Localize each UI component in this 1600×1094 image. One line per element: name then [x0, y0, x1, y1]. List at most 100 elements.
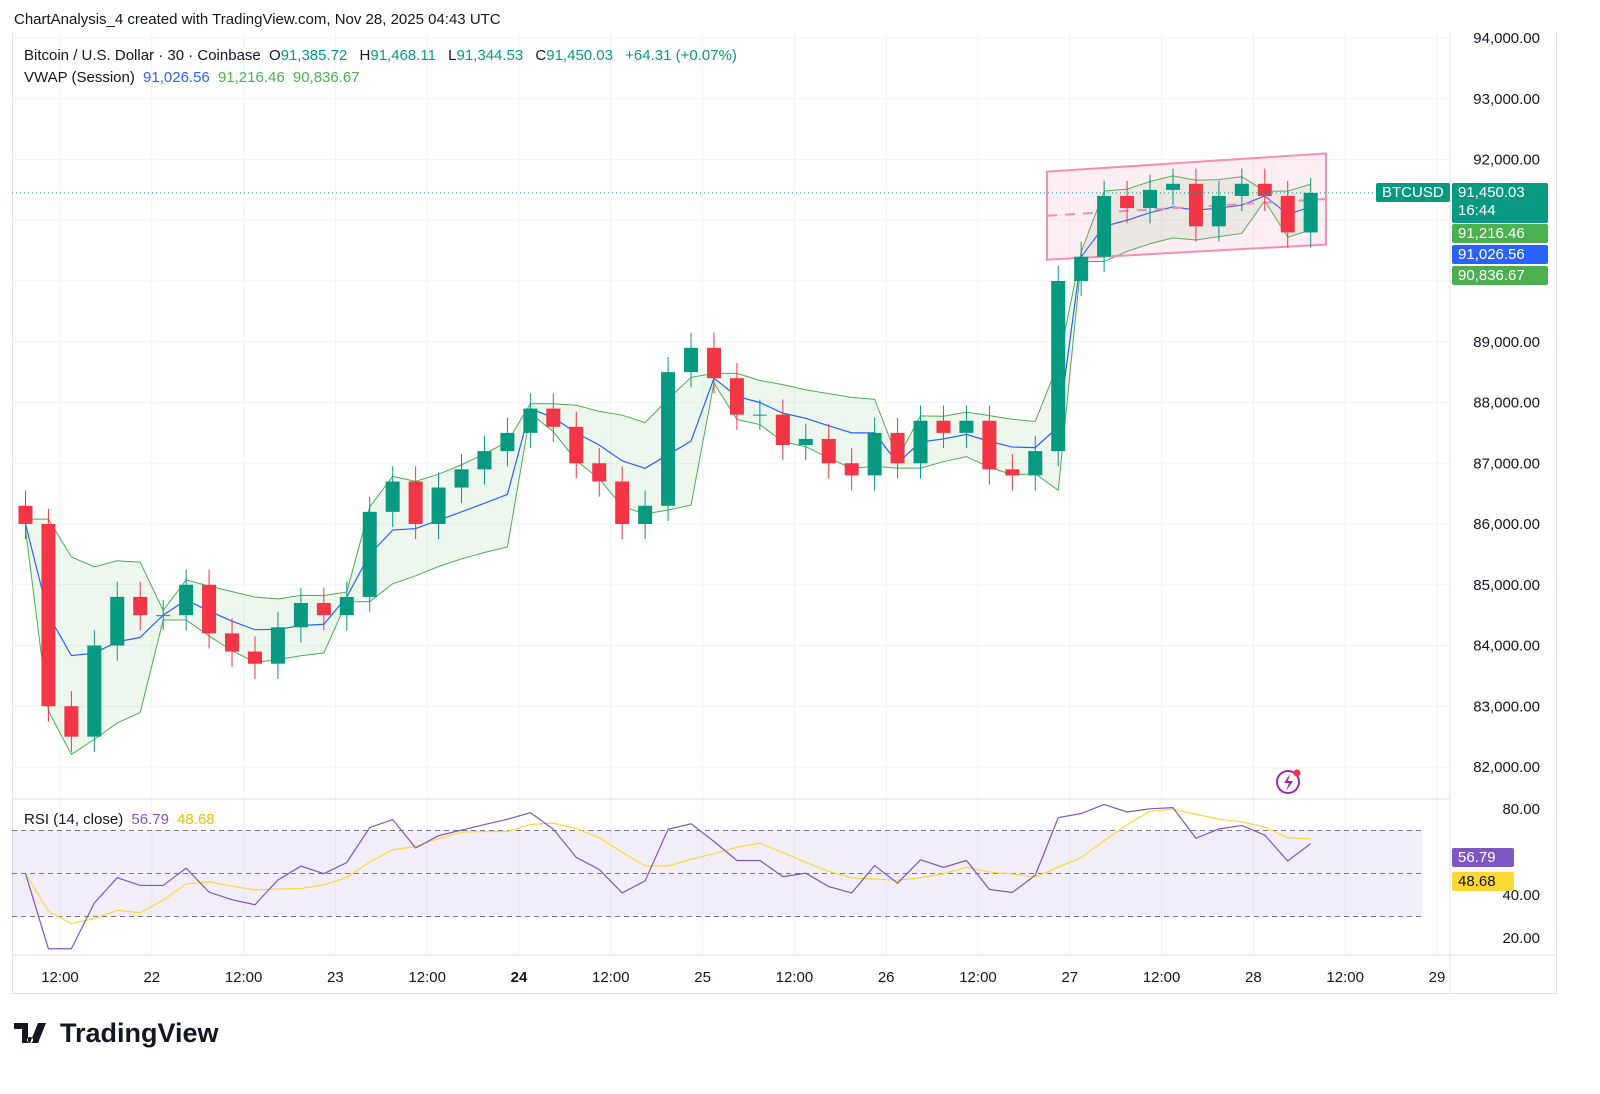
candle-body: [385, 481, 400, 512]
candle-body: [500, 432, 515, 452]
tradingview-logo-icon: [14, 1022, 46, 1043]
candle-body: [64, 706, 79, 737]
candle-body: [1211, 195, 1226, 227]
rsi-tick-label: 80.00: [1502, 801, 1540, 818]
h-label: H: [359, 47, 371, 64]
low-value: 91,344.53: [456, 47, 524, 64]
candle-body: [408, 481, 423, 524]
rsi-ma-tag: 48.68: [1452, 872, 1514, 891]
candle-body: [110, 596, 125, 646]
x-tick-label: 12:00: [1326, 969, 1364, 986]
x-tick-label: 29: [1429, 969, 1446, 986]
y-tick-label: 85,000.00: [1473, 577, 1540, 594]
candle-body: [18, 505, 33, 524]
ohlc-legend: Bitcoin / U.S. Dollar · 30 · Coinbase O9…: [24, 47, 741, 64]
o-label: O: [268, 47, 281, 64]
price-tag-value: 91,450.03: [1458, 184, 1525, 201]
x-tick-label: 12:00: [408, 969, 446, 986]
tradingview-logo[interactable]: TradingView: [14, 1018, 219, 1049]
candle-body: [569, 426, 584, 464]
y-tick-label: 84,000.00: [1473, 638, 1540, 655]
x-tick-label: 12:00: [1143, 969, 1181, 986]
candle-body: [1188, 183, 1203, 227]
candle-body: [592, 463, 607, 482]
x-tick-label: 12:00: [225, 969, 263, 986]
change-value: +64.31 (+0.07%): [625, 47, 737, 64]
candle-body: [1234, 183, 1249, 196]
candle-body: [477, 451, 492, 470]
high-value: 91,468.11: [370, 47, 436, 64]
vwap-upper-value: 91,216.46: [217, 69, 285, 86]
rsi-label: RSI (14, close): [24, 811, 124, 828]
x-tick-label: 12:00: [592, 969, 630, 986]
candle-body: [1120, 195, 1135, 209]
y-tick-label: 87,000.00: [1473, 455, 1540, 472]
candle-body: [775, 414, 790, 446]
vwap-lower-value: 90,836.67: [292, 69, 360, 86]
candle-body: [959, 420, 974, 433]
x-tick-label: 22: [143, 969, 160, 986]
countdown: 16:44: [1458, 202, 1496, 219]
rsi-value: 56.79: [131, 811, 169, 828]
candle-body: [1005, 469, 1020, 476]
vwap-tag: 91,026.56: [1452, 245, 1548, 264]
x-tick-label: 12:00: [959, 969, 997, 986]
lightning-bolt: [1284, 774, 1293, 791]
candle-body: [41, 524, 56, 707]
logo-text: TradingView: [60, 1018, 219, 1048]
candle-body: [1165, 183, 1180, 190]
y-tick-label: 94,000.00: [1473, 30, 1540, 47]
vwap-value: 91,026.56: [143, 69, 210, 86]
candle-body: [247, 651, 262, 664]
candle-body: [752, 414, 767, 416]
rsi-ma-line: [24, 808, 1311, 925]
chart-canvas[interactable]: 82,000.00 83,000.00 84,000.00 85,000.00 86,0…: [0, 0, 1600, 1000]
candle-body: [546, 408, 561, 427]
candle-body: [913, 420, 928, 464]
candle-body: [339, 596, 354, 616]
candle-body: [936, 420, 951, 433]
symbol-tag: BTCUSD: [1376, 183, 1450, 202]
rsi-tick-label: 20.00: [1502, 930, 1540, 947]
x-tick-label: 25: [694, 969, 711, 986]
candle-body: [844, 463, 859, 476]
candle-body: [1028, 451, 1043, 476]
x-tick-label: 12:00: [41, 969, 79, 986]
open-value: 91,385.72: [280, 47, 348, 64]
y-tick-label: 88,000.00: [1473, 395, 1540, 412]
candle-body: [1143, 189, 1158, 209]
candle-body: [1280, 195, 1295, 233]
rsi-tag: 56.79: [1452, 848, 1514, 867]
candle-body: [1051, 281, 1066, 452]
y-tick-label: 89,000.00: [1473, 334, 1540, 351]
x-tick-label: 12:00: [776, 969, 814, 986]
candle-body: [821, 438, 836, 464]
candle-body: [316, 602, 331, 616]
x-tick-label: 23: [327, 969, 344, 986]
candle-body: [454, 469, 469, 488]
vwap-label: VWAP (Session): [24, 69, 135, 86]
candle-body: [638, 505, 653, 524]
candle-body: [661, 372, 676, 506]
candle-body: [798, 438, 813, 446]
x-tick-label: 26: [878, 969, 895, 986]
price-tag: 91,450.03 16:44: [1452, 183, 1548, 223]
candle-body: [1303, 192, 1318, 233]
l-label: L: [448, 47, 457, 64]
candle-body: [270, 627, 285, 664]
y-tick-label: 93,000.00: [1473, 91, 1540, 108]
candle-body: [225, 633, 240, 652]
candle-body: [202, 584, 217, 634]
y-tick-label: 83,000.00: [1473, 698, 1540, 715]
rsi-ma-value: 48.68: [177, 811, 215, 828]
candle-body: [1257, 183, 1272, 196]
upper-band-tag: 91,216.46: [1452, 224, 1548, 243]
lightning-icon: [1276, 770, 1300, 794]
candle-body: [362, 511, 377, 597]
candle-body: [890, 432, 905, 464]
vwap-legend: VWAP (Session) 91,026.56 91,216.46 90,83…: [24, 69, 364, 86]
candle-body: [1097, 195, 1112, 257]
rsi-tick-label: 40.00: [1502, 887, 1540, 904]
candle-body: [706, 347, 721, 379]
y-tick-label: 82,000.00: [1473, 759, 1540, 776]
